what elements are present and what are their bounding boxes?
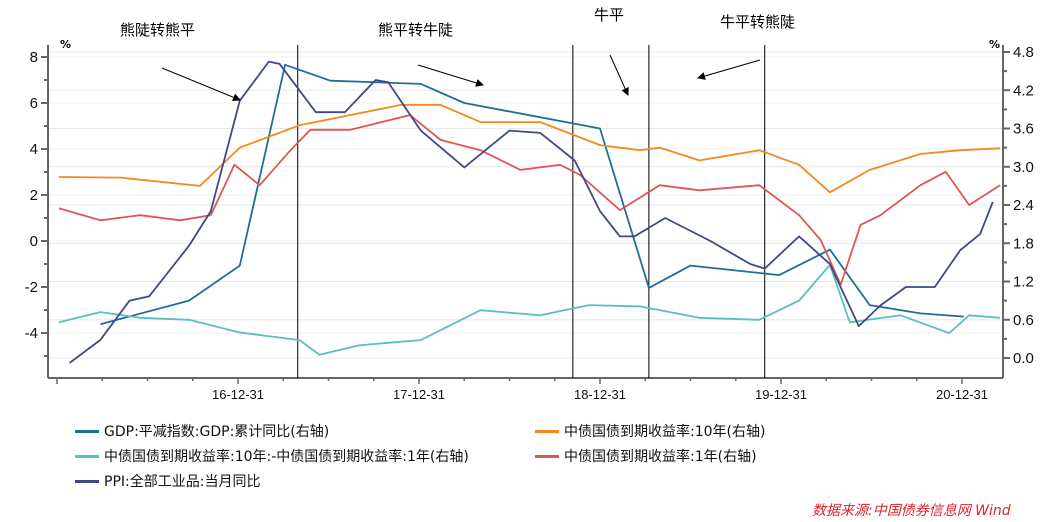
right-tick-label: 3.0: [1013, 159, 1034, 176]
phase-annotation: 牛平转熊陡: [720, 13, 795, 31]
x-tick-label: 17-12-31: [393, 387, 445, 402]
right-tick-label: 0.6: [1013, 312, 1034, 329]
annotation-arrow: [417, 64, 484, 87]
left-tick-label: 4: [30, 141, 38, 158]
legend-swatch: [535, 454, 559, 458]
legend-item: GDP:平减指数:GDP:累计同比(右轴): [75, 421, 329, 441]
legend-item: 中债国债到期收益率:1年(右轴): [535, 446, 757, 466]
legend-swatch: [75, 429, 99, 433]
annotation-arrow: [697, 59, 761, 80]
left-tick-label: 6: [30, 95, 38, 112]
right-tick-label: 0.0: [1013, 350, 1034, 367]
legend-label: 中债国债到期收益率:10年(右轴): [564, 424, 766, 440]
legend-swatch: [75, 454, 99, 458]
right-tick-label: 2.4: [1013, 197, 1034, 214]
series-line-2: [58, 264, 1001, 356]
source-note: 数据来源:中国债券信息网 Wind: [812, 503, 1011, 519]
right-tick-label: 4.8: [1013, 44, 1034, 61]
right-axis-unit: %: [989, 38, 1000, 51]
series-line-4: [69, 60, 994, 364]
legend-item: PPI:全部工业品:当月同比: [75, 471, 260, 491]
legend-item: 中债国债到期收益率:10年:-中债国债到期收益率:1年(右轴): [75, 446, 469, 466]
right-tick-label: 3.6: [1013, 121, 1034, 138]
legend-item: 中债国债到期收益率:10年(右轴): [535, 421, 765, 441]
legend-swatch: [75, 479, 99, 483]
left-tick-label: 8: [30, 49, 38, 66]
series-line-1: [58, 104, 1001, 194]
right-tick-label: 1.2: [1013, 274, 1034, 291]
legend-label: 中债国债到期收益率:10年:-中债国债到期收益率:1年(右轴): [104, 449, 469, 465]
annotation-arrow: [609, 54, 629, 96]
right-tick-label: 1.8: [1013, 235, 1034, 252]
left-axis-unit: %: [60, 38, 71, 51]
left-tick-label: -2: [25, 279, 38, 296]
legend-label: 中债国债到期收益率:1年(右轴): [564, 449, 757, 465]
left-tick-label: -4: [25, 325, 38, 342]
legend-label: GDP:平减指数:GDP:累计同比(右轴): [104, 424, 330, 440]
right-tick-label: 4.2: [1013, 82, 1034, 99]
x-tick-label: 18-12-31: [574, 387, 626, 402]
series-line-0: [100, 63, 964, 326]
legend-label: PPI:全部工业品:当月同比: [104, 474, 261, 490]
left-tick-label: 0: [30, 233, 38, 250]
x-tick-label: 16-12-31: [212, 387, 264, 402]
legend-swatch: [535, 429, 559, 433]
annotation-arrow: [161, 67, 241, 102]
left-tick-label: 2: [30, 187, 38, 204]
phase-annotation: 熊陡转熊平: [120, 21, 195, 39]
x-tick-label: 20-12-31: [936, 387, 988, 402]
x-tick-label: 19-12-31: [755, 387, 807, 402]
phase-annotation: 熊平转牛陡: [378, 21, 453, 39]
phase-annotation: 牛平: [594, 6, 624, 24]
series-line-3: [58, 114, 1001, 286]
